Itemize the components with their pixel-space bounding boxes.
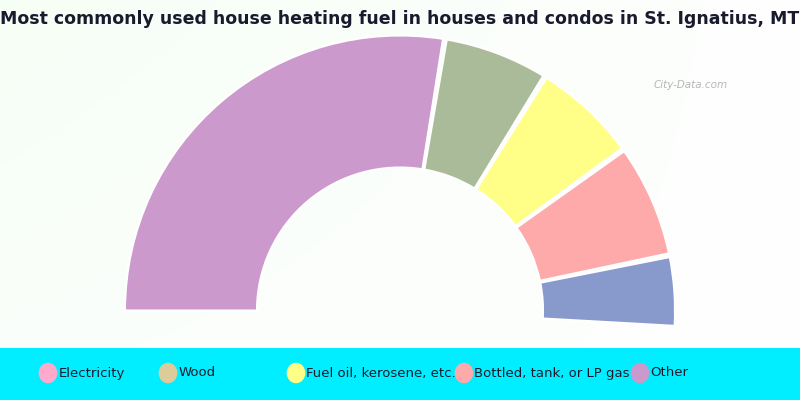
Ellipse shape	[286, 363, 306, 383]
Text: Electricity: Electricity	[58, 366, 125, 380]
Text: Wood: Wood	[178, 366, 215, 380]
Text: Bottled, tank, or LP gas: Bottled, tank, or LP gas	[474, 366, 630, 380]
Wedge shape	[476, 78, 622, 226]
Ellipse shape	[158, 363, 178, 383]
Ellipse shape	[454, 363, 474, 383]
Text: Other: Other	[650, 366, 689, 380]
Ellipse shape	[630, 363, 650, 383]
Text: Most commonly used house heating fuel in houses and condos in St. Ignatius, MT: Most commonly used house heating fuel in…	[0, 10, 800, 28]
Wedge shape	[540, 257, 675, 326]
Wedge shape	[125, 36, 443, 310]
Text: City-Data.com: City-Data.com	[654, 80, 728, 90]
Text: Fuel oil, kerosene, etc.: Fuel oil, kerosene, etc.	[306, 366, 456, 380]
Ellipse shape	[38, 363, 58, 383]
Wedge shape	[517, 151, 669, 281]
Wedge shape	[424, 40, 543, 188]
